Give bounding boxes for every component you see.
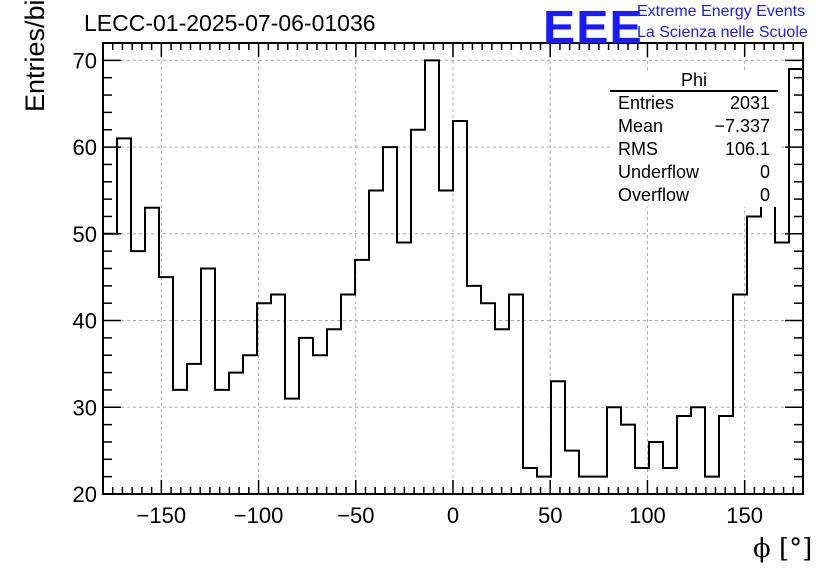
histogram-bin [607,407,621,494]
histogram-bin [719,416,733,494]
histogram-bin [467,286,481,494]
histogram-bin [103,234,117,494]
logo-line-1: Extreme Energy Events [637,3,806,20]
stats-label: Mean [618,116,664,136]
stats-row-overflow: Overflow 0 [610,184,778,207]
histogram-bin [355,260,369,494]
histogram-bin [411,130,425,494]
histogram-bin [299,338,313,494]
stats-row-mean: Mean −7.337 [610,115,778,138]
histogram-bin [677,416,691,494]
histogram-bin [789,69,803,494]
histogram-bin [579,477,593,494]
stats-value: 2031 [729,93,770,113]
histogram-bin [215,390,229,494]
stats-title: Phi [610,70,778,92]
stats-value: 0 [759,185,770,205]
logo-line-2: La Scienza nelle Scuole [637,24,808,41]
histogram-bin [509,295,523,494]
eee-logo: EEE [543,1,643,53]
histogram-bin [593,477,607,494]
x-tick-label: 100 [629,503,666,528]
histogram-bin [117,138,131,494]
stats-row-rms: RMS 106.1 [610,138,778,161]
tick-labels: −150 −100 −50 0 50 100 150 20 30 40 50 60 70 [73,48,764,528]
y-tick-label: 30 [73,395,97,420]
y-tick-label: 20 [73,482,97,507]
histogram-bin [313,355,327,494]
histogram-bin [131,251,145,494]
stats-value: 0 [759,162,770,182]
histogram-bin [271,295,285,494]
histogram-bin [705,477,719,494]
histogram-bin [775,242,789,494]
histogram-bin [187,364,201,494]
x-axis-label: ϕ [°] [753,534,813,564]
histogram-bin [285,399,299,494]
histogram-bin [761,164,775,494]
histogram-bin [537,477,551,494]
histogram-outline [102,59,804,494]
histogram-bin [243,355,257,494]
stats-value: 106.1 [724,139,770,159]
y-tick-label: 70 [73,48,97,73]
stats-value: −7.337 [714,116,770,136]
histogram-bin [145,208,159,494]
histogram-bin [397,242,411,494]
stats-box: Phi Entries 2031 Mean −7.337 RMS 106.1 U… [610,70,778,207]
stats-row-entries: Entries 2031 [610,92,778,115]
x-tick-label: −150 [137,503,187,528]
chart-title: LECC-01-2025-07-06-01036 [84,10,376,36]
histogram-bin [425,60,439,494]
histogram-bin [663,468,677,494]
y-tick-label: 40 [73,309,97,334]
histogram-bin [173,390,187,494]
histogram-bin [747,216,761,494]
histogram-bin [341,295,355,494]
histogram-bin [327,329,341,494]
axis-ticks [103,42,803,495]
y-axis-label: Entries/bin [20,0,50,112]
histogram-bin [481,303,495,494]
stats-label: Overflow [618,185,690,205]
stats-row-underflow: Underflow 0 [610,161,778,184]
histogram-bin [495,329,509,494]
x-tick-label: 0 [447,503,459,528]
histogram-bin [565,451,579,494]
stats-label: RMS [618,139,658,159]
histogram-bin [453,121,467,494]
histogram-bin [439,190,453,494]
histogram-bin [523,468,537,494]
y-tick-label: 60 [73,135,97,160]
histogram-bin [229,373,243,494]
histogram-bin [201,269,215,495]
histogram-bin [369,190,383,494]
histogram-bin [621,425,635,494]
x-tick-label: −100 [234,503,284,528]
x-tick-label: 150 [726,503,763,528]
x-tick-label: −50 [337,503,374,528]
histogram-bin [551,381,565,494]
stats-label: Underflow [618,162,700,182]
histogram-bin [691,407,705,494]
stats-label: Entries [618,93,675,113]
x-tick-label: 50 [538,503,562,528]
y-tick-label: 50 [73,222,97,247]
histogram-bin [257,303,271,494]
histogram-bin [649,442,663,494]
